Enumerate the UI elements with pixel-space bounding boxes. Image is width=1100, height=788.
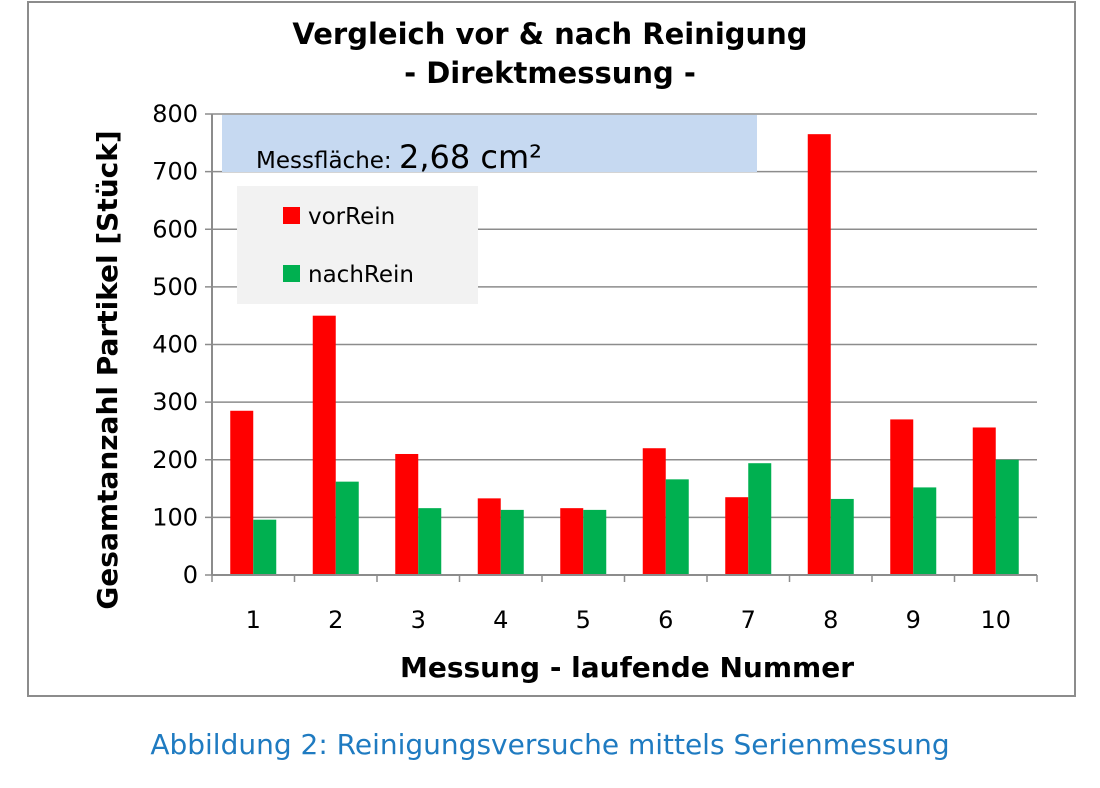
- y-axis-label: Gesamtanzahl Partikel [Stück]: [91, 130, 124, 609]
- bar-vorRein-1: [230, 410, 254, 575]
- note-box: [222, 115, 757, 172]
- legend-label-vorRein: vorRein: [308, 204, 395, 230]
- bar-vorRein-7: [725, 497, 749, 575]
- bar-vorRein-8: [807, 134, 831, 575]
- bar-nachRein-2: [335, 481, 359, 575]
- y-tick-label-600: 600: [152, 215, 198, 243]
- x-tick-label-1: 1: [246, 606, 261, 634]
- y-tick-label-700: 700: [152, 158, 198, 186]
- legend-box: [237, 186, 478, 304]
- bar-nachRein-5: [583, 509, 607, 575]
- bar-nachRein-1: [253, 519, 277, 575]
- x-tick-label-10: 10: [980, 606, 1011, 634]
- y-tick-label-500: 500: [152, 273, 198, 301]
- figure-caption: Abbildung 2: Reinigungsversuche mittels …: [150, 728, 950, 761]
- bar-vorRein-4: [477, 498, 501, 575]
- x-tick-label-9: 9: [906, 606, 921, 634]
- y-tick-label-100: 100: [152, 503, 198, 531]
- y-axis-ticks: 0 100 200 300 400 500 600 700 800: [152, 100, 212, 589]
- x-tick-label-8: 8: [823, 606, 838, 634]
- bar-vorRein-10: [972, 427, 996, 575]
- x-tick-label-3: 3: [411, 606, 426, 634]
- y-tick-label-200: 200: [152, 446, 198, 474]
- legend: vorRein nachRein: [237, 186, 478, 304]
- y-tick-label-400: 400: [152, 331, 198, 359]
- measurement-area-note: Messfläche: 2,68 cm²: [222, 115, 757, 176]
- bar-nachRein-6: [665, 479, 689, 575]
- y-tick-label-0: 0: [183, 561, 198, 589]
- chart-title-line-1: Vergleich vor & nach Reinigung: [292, 17, 807, 51]
- y-tick-label-300: 300: [152, 388, 198, 416]
- bars: [230, 134, 1019, 575]
- x-axis-label: Messung - laufende Nummer: [400, 651, 854, 684]
- legend-swatch-vorRein: [283, 207, 300, 224]
- legend-swatch-nachRein: [283, 265, 300, 282]
- y-tick-label-800: 800: [152, 100, 198, 128]
- bar-nachRein-3: [418, 508, 442, 575]
- bar-nachRein-7: [748, 463, 772, 575]
- bar-nachRein-8: [830, 498, 854, 575]
- x-tick-label-2: 2: [328, 606, 343, 634]
- legend-label-nachRein: nachRein: [308, 262, 414, 288]
- note-value: 2,68 cm²: [399, 138, 542, 176]
- bar-vorRein-3: [395, 453, 419, 575]
- bar-vorRein-9: [890, 419, 914, 575]
- bar-nachRein-9: [913, 487, 937, 575]
- note-prefix: Messfläche:: [256, 148, 399, 174]
- bar-vorRein-6: [642, 448, 666, 575]
- bar-vorRein-2: [312, 315, 336, 575]
- bar-nachRein-4: [500, 509, 524, 575]
- x-tick-label-7: 7: [741, 606, 756, 634]
- x-axis-ticks: 1 2 3 4 5 6 7 8 9 10: [211, 575, 1038, 634]
- chart-title-line-2: - Direktmessung -: [404, 56, 696, 90]
- note-text: Messfläche: 2,68 cm²: [256, 138, 542, 176]
- bar-nachRein-10: [995, 459, 1019, 575]
- x-tick-label-6: 6: [658, 606, 673, 634]
- x-tick-label-4: 4: [493, 606, 508, 634]
- bar-vorRein-5: [560, 508, 584, 575]
- x-tick-label-5: 5: [576, 606, 591, 634]
